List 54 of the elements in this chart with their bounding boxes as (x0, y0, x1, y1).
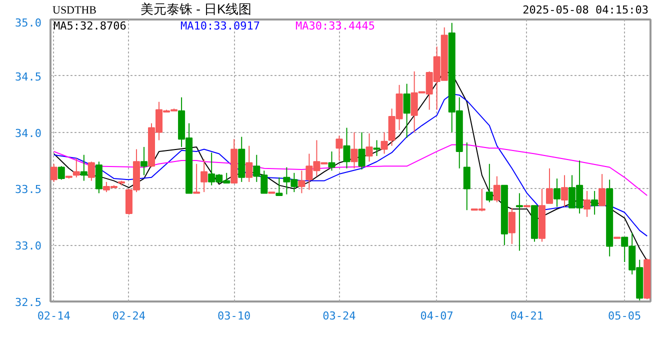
candlestick (463, 142, 470, 211)
candlestick (298, 170, 306, 194)
candlestick (508, 207, 516, 244)
y-tick-label: 32.5 (15, 296, 42, 309)
x-tick-label: 05-05 (608, 310, 642, 322)
candlestick (246, 145, 253, 182)
candlestick (50, 163, 58, 182)
x-tick-label: 04-21 (510, 310, 544, 322)
candlestick (591, 190, 598, 216)
candlestick (366, 132, 373, 162)
line-series (53, 93, 648, 237)
y-tick-label: 33.5 (15, 183, 42, 196)
candlestick (554, 178, 561, 208)
candlestick (380, 132, 388, 154)
candlestick (546, 168, 554, 204)
text: 2025-05-08 04:15:03 (522, 4, 649, 16)
candlestick (88, 161, 95, 182)
candlestick (373, 140, 380, 156)
candlestick (140, 146, 148, 176)
candlestick (58, 166, 65, 180)
candlestick (72, 158, 80, 178)
text: MA30:33.4445 (296, 20, 375, 32)
candlestick (403, 83, 410, 138)
candlestick (200, 158, 208, 193)
y-tick-label: 35.0 (15, 16, 42, 30)
candlestick (336, 135, 343, 161)
candlestick (516, 192, 523, 252)
candlestick (276, 176, 283, 196)
y-tick-label: 33.0 (15, 240, 42, 253)
chart-subtitle: USDTHB (52, 4, 97, 16)
candlestick (328, 150, 336, 172)
line-series (53, 144, 648, 196)
x-tick-label: 03-10 (218, 310, 251, 322)
y-tick-label: 34.0 (15, 126, 42, 140)
x-tick-label: 02-14 (37, 310, 71, 322)
candlestick (193, 163, 200, 194)
candlestick (80, 154, 88, 182)
candlestick (584, 190, 591, 218)
candlestick (358, 132, 366, 170)
x-tick-label: 03-24 (322, 310, 356, 322)
x-tick-label: 02-24 (112, 310, 146, 322)
candlestick (95, 161, 102, 194)
line-series (53, 70, 648, 262)
candlestick (493, 176, 500, 203)
candlestick (343, 127, 350, 169)
candlestick (486, 163, 493, 203)
candlestick (598, 174, 606, 206)
candlestick (561, 174, 568, 208)
y-tick-label: 34.5 (15, 70, 42, 84)
text: MA5:32.8706 (54, 20, 126, 32)
text: MA10:33.0917 (180, 20, 260, 32)
x-tick-label: 04-07 (420, 310, 454, 322)
chart-title: 美元泰铢 - 日K线图 (140, 2, 252, 16)
candlestick (350, 132, 358, 169)
